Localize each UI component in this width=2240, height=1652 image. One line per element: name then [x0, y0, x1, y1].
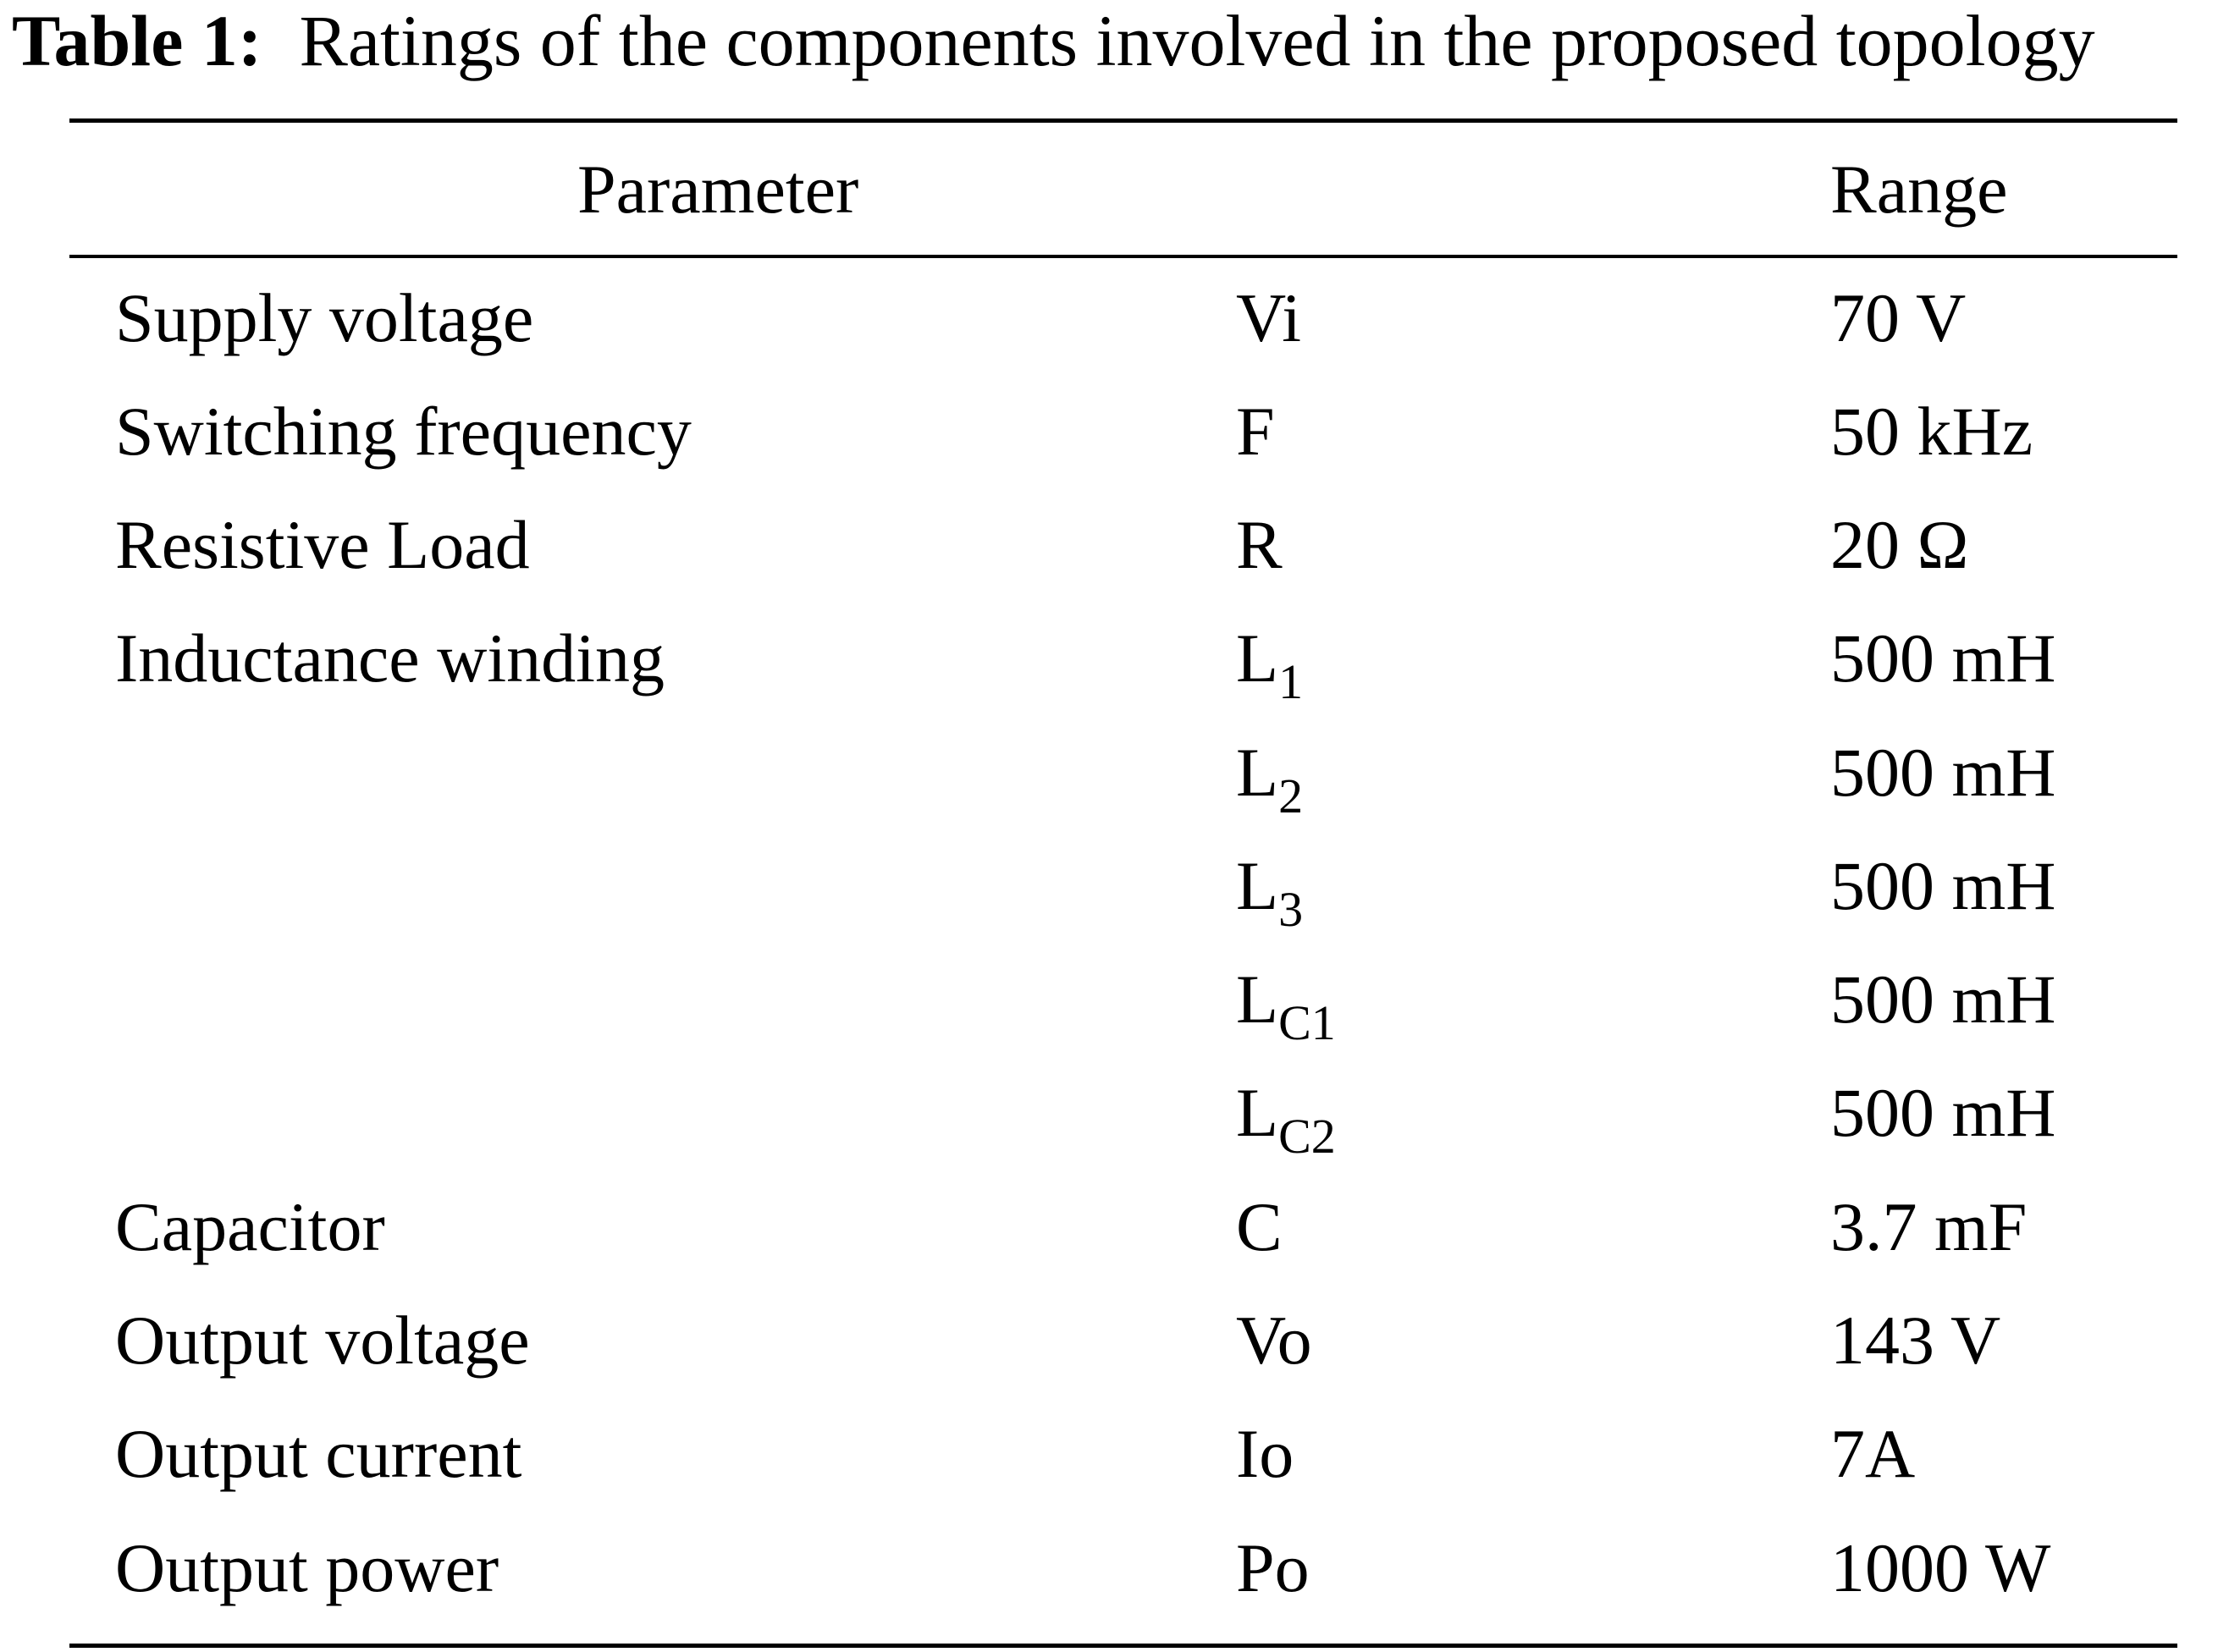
- parameter-range: 50 kHz: [1830, 393, 2033, 470]
- table-row: Resistive Load R 20 Ω: [0, 504, 2240, 618]
- parameter-name: Output voltage: [115, 1302, 530, 1379]
- parameter-name: Resistive Load: [115, 506, 530, 583]
- caption-text: Ratings of the components involved in th…: [299, 0, 2095, 81]
- table-row: Switching frequency F 50 kHz: [0, 391, 2240, 504]
- parameter-range: 1000 W: [1830, 1529, 2051, 1606]
- parameter-range: 500 mH: [1830, 961, 2056, 1038]
- parameter-symbol: LC2: [1236, 1074, 1336, 1164]
- table-row: LC1 500 mH: [0, 959, 2240, 1072]
- table-row: L2 500 mH: [0, 732, 2240, 845]
- parameter-symbol: Vo: [1236, 1302, 1312, 1379]
- table-caption: Table 1: Ratings of the components involv…: [12, 0, 2238, 81]
- header-parameter: Parameter: [577, 151, 859, 228]
- parameter-name: Inductance winding: [115, 620, 665, 697]
- parameter-symbol: L2: [1236, 734, 1304, 823]
- parameter-name: Supply voltage: [115, 279, 534, 356]
- parameter-symbol: R: [1236, 506, 1283, 583]
- table-row: Capacitor C 3.7 mF: [0, 1187, 2240, 1300]
- table-bottom-rule: [69, 1644, 2177, 1648]
- parameter-symbol: Po: [1236, 1529, 1310, 1606]
- table-row: LC2 500 mH: [0, 1072, 2240, 1186]
- table-header-rule: [69, 255, 2177, 258]
- table-top-rule: [69, 118, 2177, 123]
- parameter-range: 70 V: [1830, 279, 1967, 356]
- table-row: Output current Io 7A: [0, 1413, 2240, 1527]
- parameter-symbol: LC1: [1236, 961, 1336, 1050]
- table-row: L3 500 mH: [0, 845, 2240, 959]
- parameter-name: Output power: [115, 1529, 499, 1606]
- parameter-symbol: L1: [1236, 620, 1304, 709]
- parameter-symbol: Vi: [1236, 279, 1302, 356]
- parameter-symbol: Io: [1236, 1415, 1294, 1492]
- parameter-range: 500 mH: [1830, 1074, 2056, 1151]
- parameter-range: 500 mH: [1830, 620, 2056, 697]
- parameter-range: 3.7 mF: [1830, 1188, 2028, 1265]
- parameter-range: 20 Ω: [1830, 506, 1969, 583]
- parameter-range: 143 V: [1830, 1302, 2001, 1379]
- parameter-range: 500 mH: [1830, 734, 2056, 811]
- table-row: Output voltage Vo 143 V: [0, 1300, 2240, 1413]
- table-row: Supply voltage Vi 70 V: [0, 278, 2240, 391]
- parameter-symbol: F: [1236, 393, 1275, 470]
- parameter-name: Output current: [115, 1415, 522, 1492]
- table-row: Inductance winding L1 500 mH: [0, 618, 2240, 731]
- parameter-range: 500 mH: [1830, 847, 2056, 924]
- parameter-name: Switching frequency: [115, 393, 692, 470]
- parameter-symbol: C: [1236, 1188, 1283, 1265]
- header-range: Range: [1830, 151, 2008, 228]
- parameter-symbol: L3: [1236, 847, 1304, 937]
- table-row: Output power Po 1000 W: [0, 1528, 2240, 1641]
- caption-label: Table 1:: [12, 0, 262, 81]
- parameter-range: 7A: [1830, 1415, 1916, 1492]
- parameter-name: Capacitor: [115, 1188, 385, 1265]
